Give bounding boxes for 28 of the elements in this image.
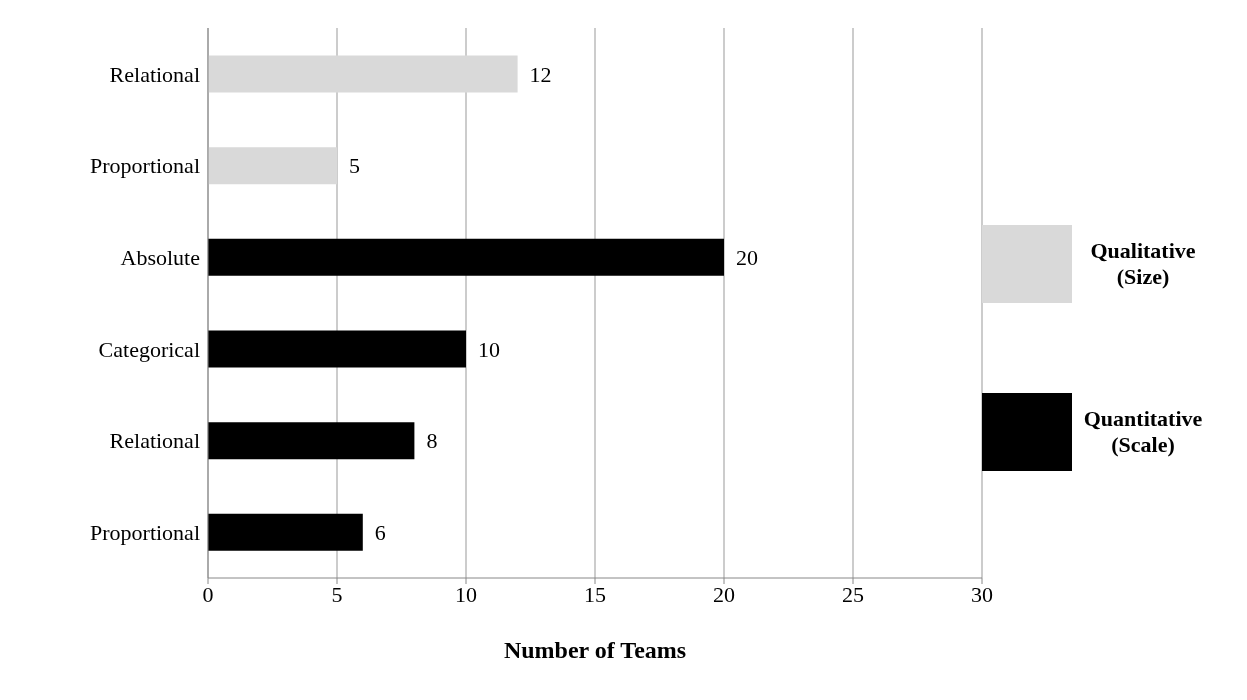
bar bbox=[208, 238, 724, 276]
y-tick-label: Absolute bbox=[120, 244, 200, 270]
x-tick-label: 10 bbox=[455, 581, 477, 607]
bar bbox=[208, 513, 363, 551]
data-label: 8 bbox=[426, 428, 438, 454]
y-tick-label: Proportional bbox=[90, 153, 200, 179]
x-axis-title: Number of Teams bbox=[503, 637, 687, 663]
data-label: 6 bbox=[374, 520, 386, 546]
x-tick-label: 30 bbox=[971, 581, 993, 607]
bar bbox=[208, 147, 337, 185]
y-tick-label: Proportional bbox=[90, 519, 200, 545]
y-tick-label: Relational bbox=[109, 61, 200, 87]
x-tick-label: 5 bbox=[331, 581, 343, 607]
x-tick-label: 0 bbox=[202, 581, 214, 607]
bar bbox=[208, 330, 466, 368]
bar bbox=[208, 55, 518, 93]
data-label: 20 bbox=[736, 245, 758, 271]
text: Qualitative (Size) bbox=[1089, 238, 1197, 290]
x-tick-label: 15 bbox=[584, 581, 606, 607]
data-label: 5 bbox=[349, 153, 360, 179]
y-tick-label: Categorical bbox=[98, 336, 200, 362]
data-label: 10 bbox=[478, 336, 500, 362]
x-tick-label: 20 bbox=[713, 581, 735, 607]
bar bbox=[208, 422, 415, 460]
text: Quantitative (Scale) bbox=[1082, 406, 1204, 458]
x-tick-label: 25 bbox=[842, 581, 864, 607]
y-tick-label: Relational bbox=[109, 428, 200, 454]
data-label: 12 bbox=[529, 61, 552, 87]
